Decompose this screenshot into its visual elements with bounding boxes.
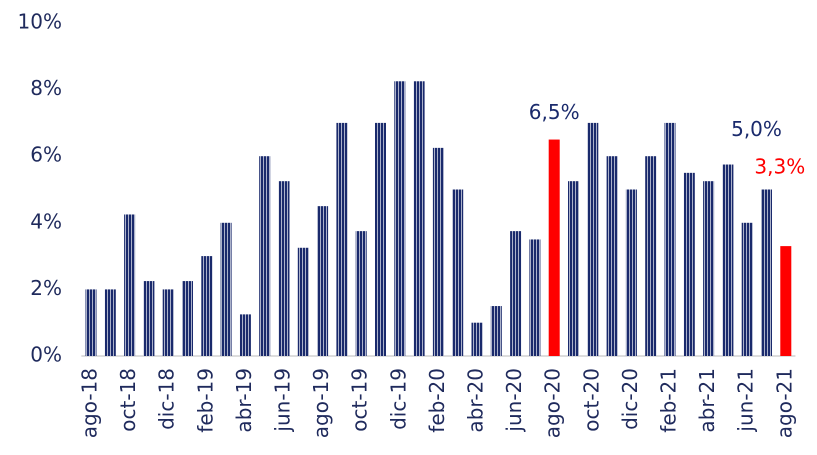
bar xyxy=(278,181,290,356)
bar xyxy=(722,164,734,356)
bar xyxy=(625,189,637,356)
x-tick-label: jun-20 xyxy=(502,368,526,433)
bar xyxy=(220,222,232,356)
bar xyxy=(529,239,541,356)
x-tick-label: ago-20 xyxy=(541,368,565,438)
y-tick-label: 8% xyxy=(30,76,62,100)
bar xyxy=(741,222,753,356)
bar xyxy=(239,314,251,356)
y-tick-label: 0% xyxy=(30,343,62,367)
y-tick-label: 2% xyxy=(30,276,62,300)
bar xyxy=(780,246,792,356)
bar xyxy=(297,247,309,356)
x-tick-label: abr-19 xyxy=(232,368,256,433)
y-tick-label: 6% xyxy=(30,143,62,167)
bar xyxy=(394,81,406,357)
bar xyxy=(201,256,213,356)
x-tick-label: ago-21 xyxy=(772,368,796,438)
x-tick-label: feb-19 xyxy=(193,368,217,433)
x-tick-label: dic-18 xyxy=(155,368,179,430)
bar xyxy=(587,122,599,357)
x-tick-label: abr-20 xyxy=(464,368,488,433)
bar xyxy=(664,122,676,357)
bar xyxy=(432,147,444,356)
bar xyxy=(490,306,502,356)
bar xyxy=(645,156,657,356)
bar xyxy=(606,156,618,356)
bar xyxy=(761,189,772,356)
x-tick-label: dic-20 xyxy=(618,368,642,430)
x-tick-label: jun-19 xyxy=(271,368,295,433)
bar xyxy=(452,189,464,356)
bar xyxy=(317,206,329,356)
y-tick-label: 10% xyxy=(18,10,62,34)
x-tick-label: oct-20 xyxy=(579,368,603,432)
value-label: 3,3% xyxy=(754,155,805,179)
bar xyxy=(703,181,715,356)
x-tick-label: oct-18 xyxy=(116,368,140,432)
x-tick-label: abr-21 xyxy=(695,368,719,433)
bar xyxy=(548,139,560,356)
x-tick-label: oct-19 xyxy=(348,368,372,432)
bar xyxy=(182,281,193,356)
bar xyxy=(413,81,425,357)
bar xyxy=(104,289,116,356)
bar xyxy=(568,181,579,356)
bar xyxy=(683,172,695,356)
x-tick-label: ago-18 xyxy=(78,368,102,438)
bar xyxy=(143,281,155,356)
bar xyxy=(336,122,348,357)
x-tick-label: feb-20 xyxy=(425,368,449,433)
bar xyxy=(85,289,97,356)
bar xyxy=(162,289,174,356)
bar xyxy=(124,214,136,356)
x-tick-label: dic-19 xyxy=(386,368,410,430)
x-tick-label: feb-21 xyxy=(657,368,681,433)
bar xyxy=(375,122,386,357)
x-tick-label: jun-21 xyxy=(734,368,758,433)
bar xyxy=(510,231,522,356)
bar xyxy=(355,231,367,356)
value-label: 5,0% xyxy=(731,117,782,141)
bar xyxy=(471,322,483,356)
bar xyxy=(259,156,271,356)
value-label: 6,5% xyxy=(529,100,580,124)
y-tick-label: 4% xyxy=(30,209,62,233)
x-tick-label: ago-19 xyxy=(309,368,333,438)
